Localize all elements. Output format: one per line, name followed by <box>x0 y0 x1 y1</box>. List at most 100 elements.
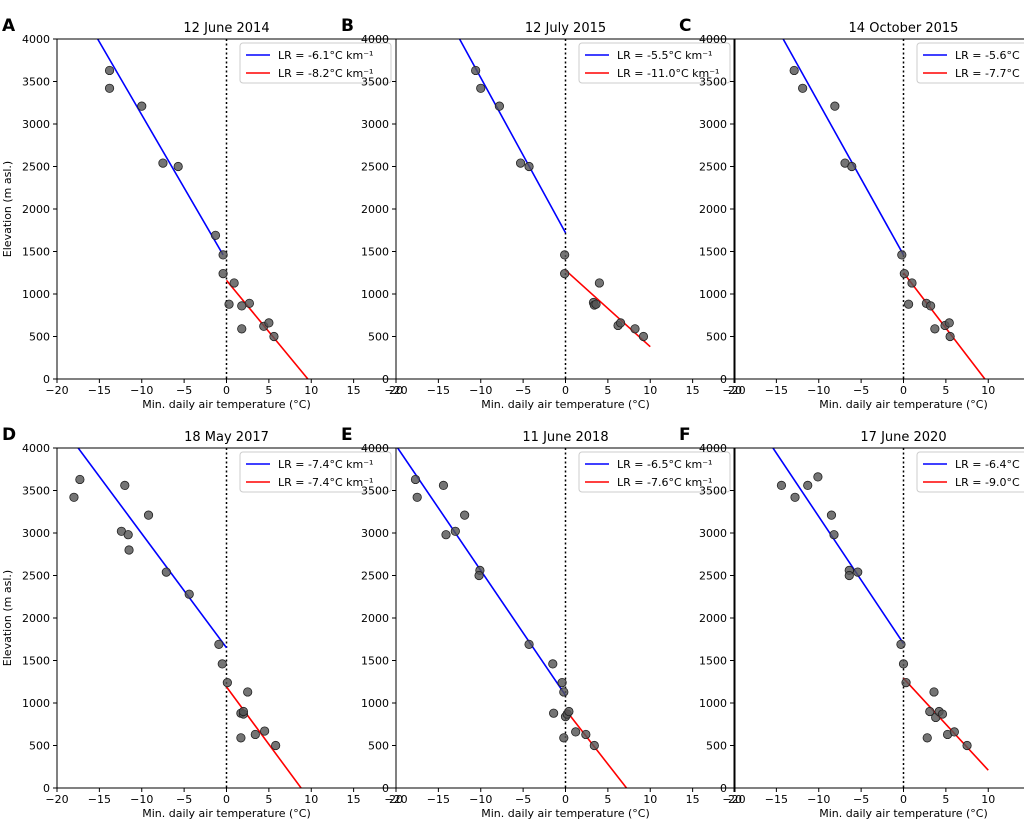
y-tick-label: 2500 <box>22 570 50 583</box>
legend-box <box>239 42 392 84</box>
y-tick-label: 0 <box>43 782 50 795</box>
x-tick-label: 0 <box>223 793 230 806</box>
data-point <box>548 659 558 669</box>
x-tick-label: 0 <box>562 384 569 397</box>
y-tick-label: 2000 <box>699 203 727 216</box>
data-point <box>962 740 972 751</box>
data-point <box>410 474 421 485</box>
y-tick-label: 4000 <box>699 442 727 455</box>
data-point <box>450 526 460 536</box>
x-tick-label: −5 <box>853 793 869 806</box>
plot-area <box>772 448 989 788</box>
data-point <box>214 639 224 649</box>
axes-frame <box>733 447 1024 789</box>
x-tick-label: 10 <box>643 793 657 806</box>
panel-c: 14 October 2015C−20−15−10−50510152005001… <box>679 16 1024 411</box>
y-tick-label: 4000 <box>361 33 389 46</box>
x-tick-label: −20 <box>722 384 745 397</box>
data-point <box>829 530 839 540</box>
data-point <box>524 161 534 172</box>
legend-entry: LR = -5.6°C km⁻¹ <box>955 49 1024 62</box>
y-tick-label: 2000 <box>22 612 50 625</box>
x-tick-label: 20 <box>389 793 403 806</box>
y-tick-label: 0 <box>382 373 389 386</box>
y-tick-label: 0 <box>43 373 50 386</box>
x-tick-label: 5 <box>604 793 611 806</box>
data-point <box>944 318 954 328</box>
data-point <box>260 726 270 736</box>
x-tick-label: −5 <box>853 384 869 397</box>
x-axis-label: Min. daily air temperature (°C) <box>481 398 650 411</box>
data-point <box>69 492 79 502</box>
axes-frame <box>395 447 736 789</box>
plot-area <box>782 39 986 379</box>
y-tick-label: 0 <box>382 782 389 795</box>
panel-letter: A <box>2 16 16 36</box>
data-point <box>474 570 484 581</box>
y-tick-label: 0 <box>720 782 727 795</box>
y-tick-label: 2500 <box>361 161 389 174</box>
y-tick-label: 1000 <box>699 288 727 301</box>
data-point <box>571 727 581 737</box>
panel-title: 11 June 2018 <box>522 430 608 445</box>
legend-entry: LR = -9.0°C km⁻¹ <box>955 476 1024 489</box>
data-point <box>899 268 909 279</box>
x-tick-label: 0 <box>562 793 569 806</box>
data-point <box>476 83 486 93</box>
y-tick-label: 0 <box>720 373 727 386</box>
y-tick-label: 1500 <box>361 246 389 259</box>
plot-area <box>96 39 309 379</box>
fit-line-blue <box>77 448 228 649</box>
x-tick-label: 0 <box>223 384 230 397</box>
legend-box <box>578 42 731 84</box>
data-point <box>161 567 171 577</box>
data-point <box>494 101 504 111</box>
y-tick-label: 1000 <box>361 288 389 301</box>
y-tick-label: 3000 <box>361 527 389 540</box>
y-tick-label: 500 <box>368 740 389 753</box>
data-point <box>236 733 246 743</box>
data-point <box>559 733 569 743</box>
x-tick-label: 15 <box>347 793 361 806</box>
x-tick-label: 15 <box>686 384 700 397</box>
data-point <box>907 278 917 288</box>
data-point <box>922 733 932 743</box>
x-tick-label: −15 <box>88 384 111 397</box>
y-tick-label: 2000 <box>22 203 50 216</box>
data-point <box>903 299 914 309</box>
data-point <box>158 158 168 168</box>
y-tick-label: 1000 <box>22 697 50 710</box>
panel-title: 14 October 2015 <box>849 21 959 36</box>
data-point <box>847 161 857 172</box>
x-tick-label: 5 <box>265 384 272 397</box>
x-tick-label: 0 <box>900 384 907 397</box>
data-point <box>789 65 799 76</box>
data-point <box>229 278 239 288</box>
y-tick-label: 3500 <box>22 76 50 89</box>
y-tick-label: 3000 <box>699 118 727 131</box>
y-tick-label: 500 <box>706 331 727 344</box>
y-tick-label: 500 <box>706 740 727 753</box>
panel-f: 17 June 2020F−20−15−10−50510152005001000… <box>679 425 1024 820</box>
y-tick-label: 500 <box>368 331 389 344</box>
legend-entry: LR = -5.5°C km⁻¹ <box>617 49 712 62</box>
plot-area <box>69 448 302 788</box>
x-tick-label: −10 <box>130 793 153 806</box>
x-tick-label: 20 <box>389 384 403 397</box>
y-tick-label: 2500 <box>699 570 727 583</box>
data-point <box>460 510 470 520</box>
panel-letter: B <box>341 16 354 36</box>
legend-box <box>578 451 731 493</box>
x-axis-label: Min. daily air temperature (°C) <box>819 807 988 820</box>
y-tick-label: 3500 <box>699 76 727 89</box>
x-tick-label: −20 <box>384 384 407 397</box>
x-tick-label: 5 <box>604 384 611 397</box>
axes-frame <box>733 38 1024 380</box>
x-tick-label: −15 <box>765 793 788 806</box>
data-point <box>790 492 800 502</box>
legend-entry: LR = -7.7°C km⁻¹ <box>955 67 1024 80</box>
x-tick-label: 5 <box>942 793 949 806</box>
